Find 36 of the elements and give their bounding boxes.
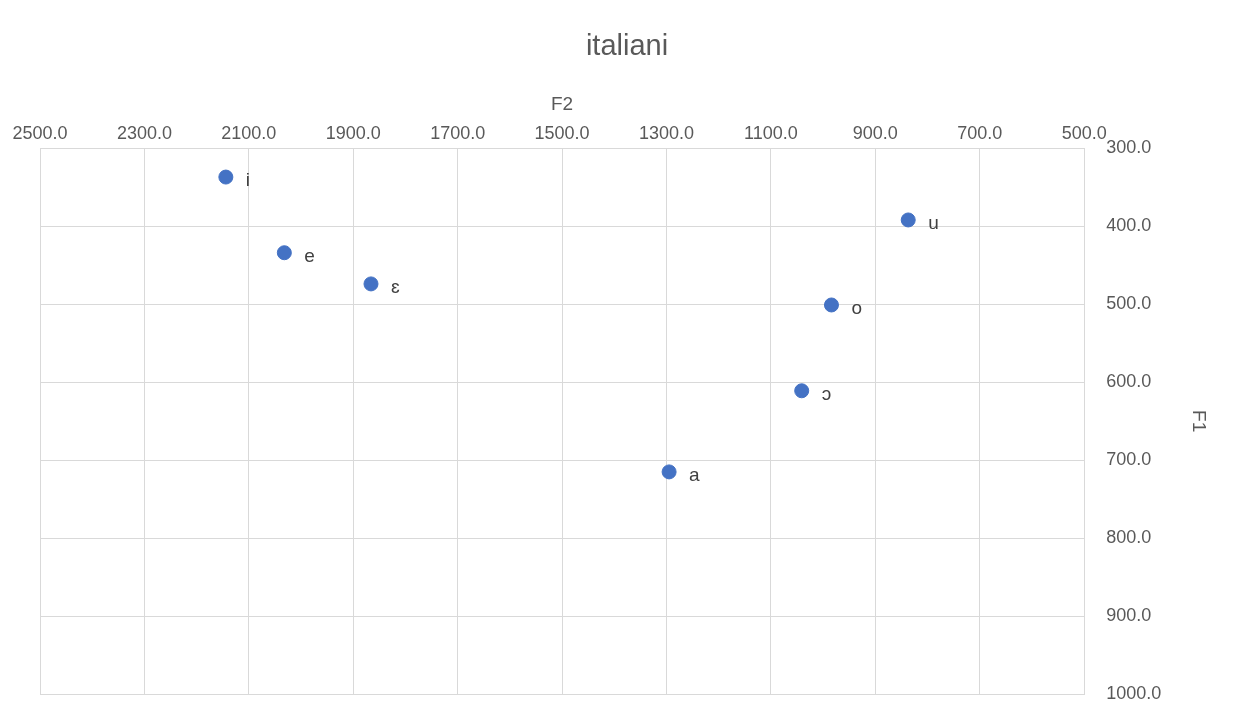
- x-tick-label: 500.0: [1061, 123, 1107, 144]
- x-tick-label: 1700.0: [430, 123, 486, 144]
- y-tick-label: 600.0: [1106, 371, 1152, 392]
- point: [661, 464, 677, 480]
- annotation: ɛ: [390, 276, 400, 298]
- point: [823, 297, 839, 313]
- y-tick-label: 500.0: [1106, 293, 1152, 314]
- x-axis-title: F2: [550, 93, 574, 115]
- y-tick-label: 800.0: [1106, 527, 1152, 548]
- x-tick-label: 1300.0: [638, 123, 695, 144]
- y-tick-label: 700.0: [1106, 449, 1152, 470]
- annotation: u: [928, 212, 939, 234]
- annotation: i: [245, 169, 251, 191]
- y-tick-label: 900.0: [1106, 605, 1152, 626]
- x-tick-label: 2100.0: [221, 123, 277, 144]
- y-tick-label: 300.0: [1106, 137, 1152, 158]
- annotation: o: [851, 297, 863, 319]
- annotation: e: [304, 244, 315, 266]
- x-tick-label: 700.0: [957, 123, 1003, 144]
- y-tick-label: 1000.0: [1106, 683, 1162, 704]
- point: [363, 276, 379, 292]
- point: [794, 383, 810, 399]
- point: [276, 245, 292, 261]
- x-tick-label: 1500.0: [534, 123, 590, 144]
- x-tick-label: 1100.0: [744, 123, 798, 144]
- x-tick-label: 1900.0: [325, 123, 381, 144]
- y-axis-title: F1: [1189, 410, 1211, 433]
- annotation: ɔ: [821, 383, 832, 405]
- point: [218, 169, 234, 185]
- x-tick-label: 2300.0: [116, 123, 172, 144]
- y-tick-label: 400.0: [1106, 215, 1152, 236]
- x-tick-label: 900.0: [852, 123, 898, 144]
- chart-title: italiani: [585, 29, 669, 62]
- x-tick-label: 2500.0: [12, 123, 68, 144]
- point: [900, 212, 916, 228]
- annotation: a: [689, 464, 701, 486]
